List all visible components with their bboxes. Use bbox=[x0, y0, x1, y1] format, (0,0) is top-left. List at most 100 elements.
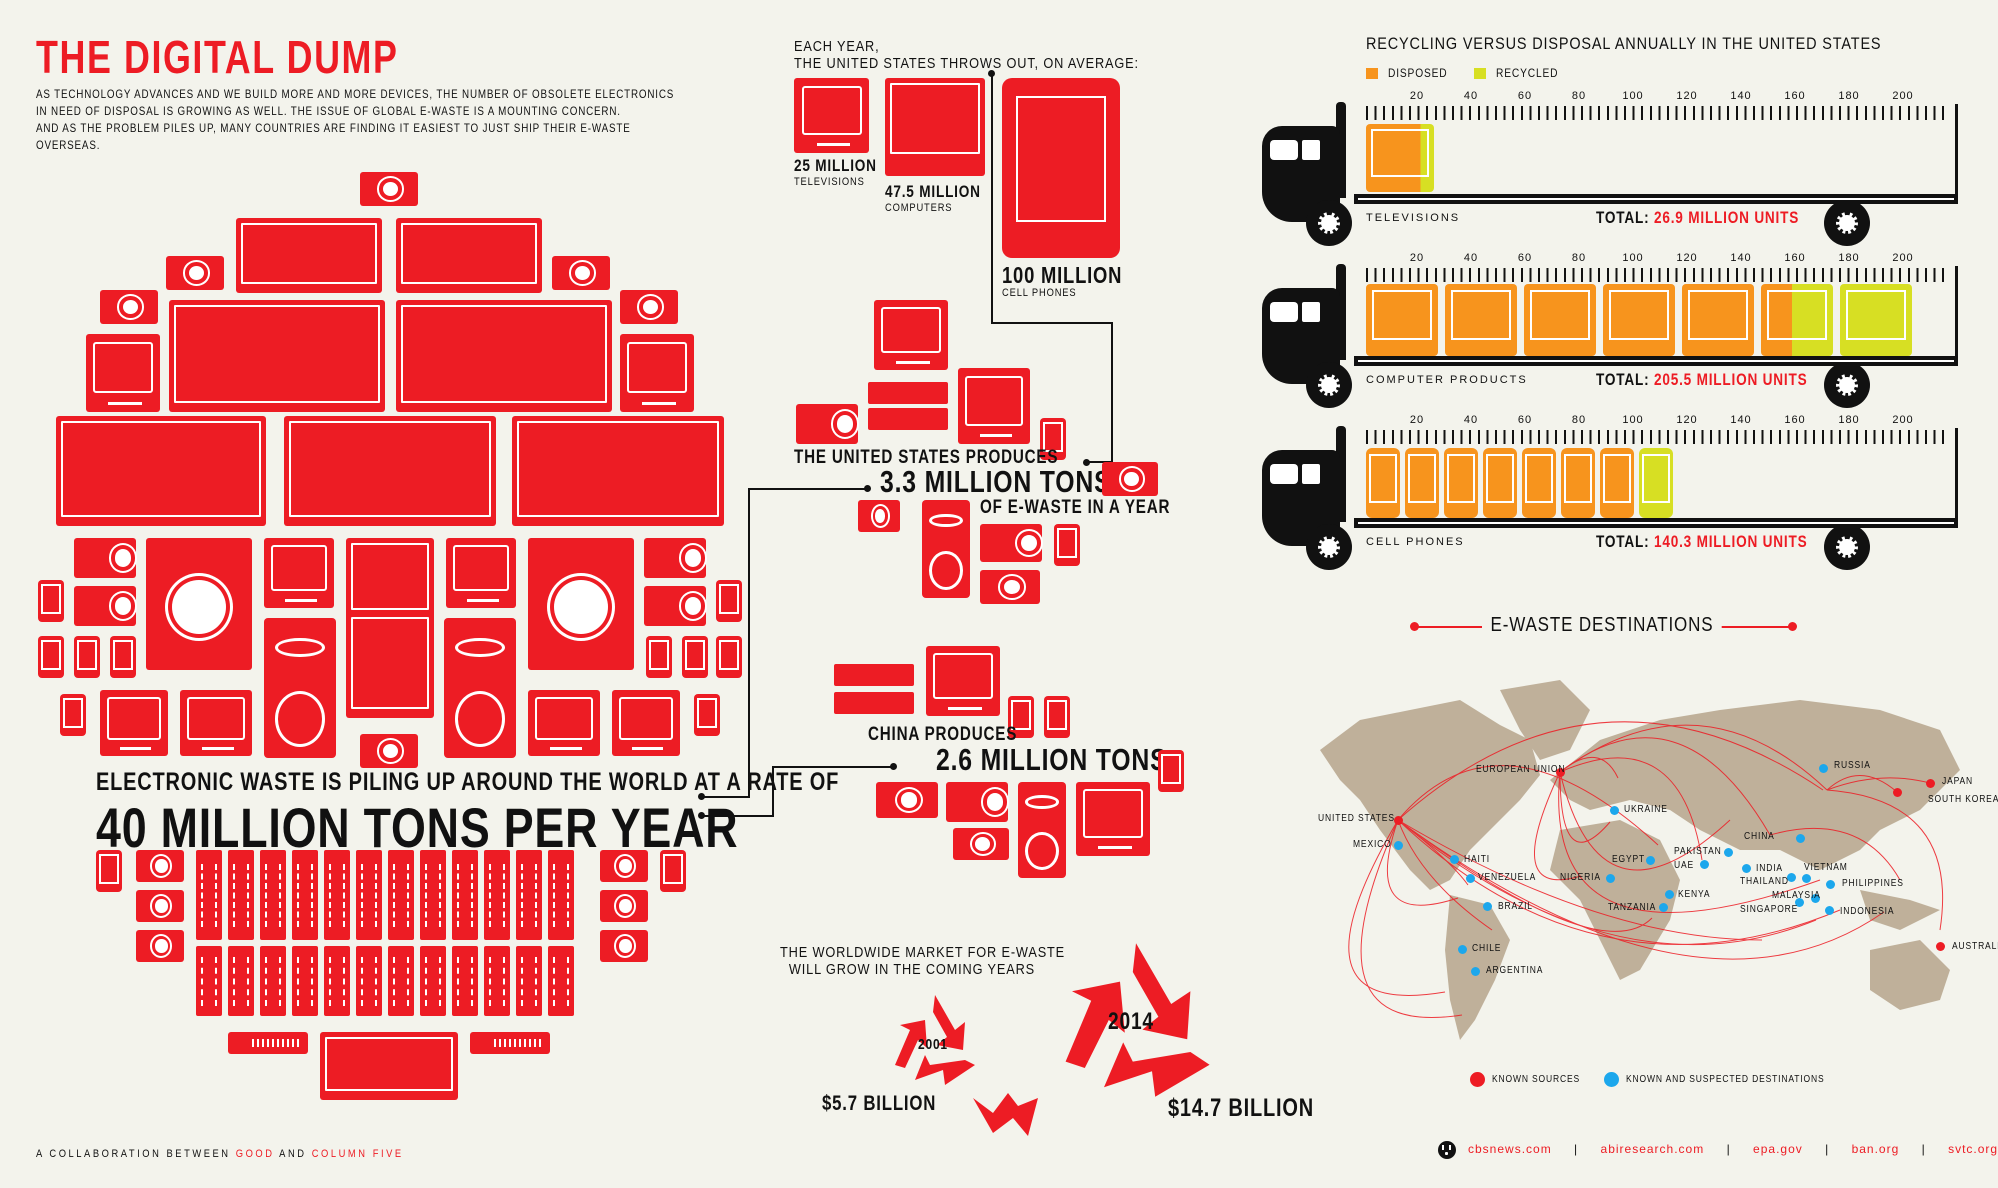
label-kenya: KENYA bbox=[1678, 889, 1711, 900]
truck-televisions: 20 40 60 80 100 120 140 160 180 200 TELEVISIONS T… bbox=[1258, 88, 1958, 248]
server-rack-icon bbox=[484, 946, 510, 1016]
speaker-icon bbox=[444, 618, 516, 758]
marker-philippines bbox=[1826, 880, 1835, 889]
radio-icon bbox=[644, 586, 708, 626]
camera-icon bbox=[360, 734, 418, 768]
camera-icon bbox=[136, 850, 184, 882]
camera-icon bbox=[980, 570, 1040, 604]
market-heading: THE WORLDWIDE MARKET FOR E-WASTE WILL GR… bbox=[780, 944, 1066, 978]
cell-phone-icon bbox=[38, 636, 64, 678]
heading-line: THE WORLDWIDE MARKET FOR E-WASTE bbox=[780, 944, 1066, 961]
separator: | bbox=[1574, 1142, 1579, 1156]
source-link[interactable]: abiresearch.com bbox=[1600, 1142, 1705, 1156]
source-link[interactable]: epa.gov bbox=[1753, 1142, 1803, 1156]
cell-phone-icon bbox=[1008, 696, 1034, 738]
market-value-2014: $14.7 BILLION bbox=[1168, 1094, 1314, 1122]
connector-line bbox=[1088, 461, 1112, 463]
world-rate-stat: 40 MILLION TONS PER YEAR bbox=[96, 796, 739, 859]
marker-thailand bbox=[1787, 873, 1796, 882]
server-rack-icon bbox=[420, 850, 446, 940]
server-rack-icon bbox=[260, 946, 286, 1016]
cell-phone-icon bbox=[1054, 524, 1080, 566]
server-rack-icon bbox=[516, 946, 542, 1016]
refrigerator-icon bbox=[346, 538, 434, 718]
wheel-icon bbox=[1306, 362, 1352, 408]
speaker-icon bbox=[1018, 782, 1066, 878]
monitor-icon bbox=[236, 218, 382, 293]
stat-value: 25 MILLION bbox=[794, 156, 877, 175]
total-label: TOTAL: 140.3 MILLION UNITS bbox=[1596, 532, 1808, 551]
credit-good-link[interactable]: GOOD bbox=[235, 1148, 275, 1160]
source-links: cbsnews.com | abiresearch.com | epa.gov … bbox=[1468, 1142, 1998, 1156]
label-pakistan: PAKISTAN bbox=[1674, 846, 1722, 857]
phone-cargo bbox=[1366, 448, 1400, 518]
camera-icon bbox=[858, 500, 900, 532]
stereo-icon bbox=[868, 408, 948, 430]
monitor-icon bbox=[396, 300, 612, 412]
television-icon bbox=[612, 690, 680, 756]
radio-icon bbox=[946, 782, 1010, 822]
marker-tanzania bbox=[1659, 903, 1668, 912]
camera-icon bbox=[600, 930, 648, 962]
rule-dot bbox=[1410, 622, 1419, 631]
server-rack-icon bbox=[452, 946, 478, 1016]
server-rack-icon bbox=[356, 946, 382, 1016]
phone-cargo bbox=[1561, 448, 1595, 518]
marker-argentina bbox=[1471, 967, 1480, 976]
air-conditioner-icon bbox=[320, 1032, 458, 1100]
connector-dot bbox=[698, 812, 705, 819]
server-rack-icon bbox=[516, 850, 542, 940]
television-icon bbox=[264, 538, 334, 608]
camera-icon bbox=[552, 256, 610, 290]
separator: | bbox=[1825, 1142, 1830, 1156]
source-link[interactable]: svtc.org bbox=[1948, 1142, 1998, 1156]
stat-value: 100 MILLION bbox=[1002, 262, 1123, 288]
label-singapore: SINGAPORE bbox=[1740, 904, 1799, 915]
radio-icon bbox=[74, 586, 138, 626]
label-ukraine: UKRAINE bbox=[1624, 804, 1668, 815]
television-icon bbox=[446, 538, 516, 608]
label-tanzania: TANZANIA bbox=[1608, 902, 1657, 913]
source-link[interactable]: ban.org bbox=[1851, 1142, 1900, 1156]
us-produces-line1: THE UNITED STATES PRODUCES bbox=[794, 447, 1059, 468]
label-venezuela: VENEZUELA bbox=[1478, 872, 1537, 883]
camera-icon bbox=[100, 290, 158, 324]
marker-japan bbox=[1926, 779, 1935, 788]
us-throws-heading: EACH YEAR, THE UNITED STATES THROWS OUT,… bbox=[794, 38, 1139, 72]
device-pile bbox=[0, 160, 760, 1120]
cell-phone-icon bbox=[60, 694, 86, 736]
connector-line bbox=[748, 488, 750, 798]
credit-column-five-link[interactable]: COLUMN FIVE bbox=[311, 1148, 404, 1160]
radio-icon bbox=[644, 538, 708, 578]
connector-line bbox=[991, 73, 993, 323]
total-label: TOTAL: 205.5 MILLION UNITS bbox=[1596, 370, 1808, 389]
stat-label: COMPUTERS bbox=[885, 202, 953, 214]
marker-venezuela bbox=[1466, 874, 1475, 883]
marker-brazil bbox=[1483, 902, 1492, 911]
washing-machine-icon bbox=[528, 538, 634, 670]
recycle-arrow-icon bbox=[973, 1093, 1038, 1136]
monitor-icon bbox=[169, 300, 385, 412]
cell-phone-icon bbox=[96, 850, 122, 892]
marker-egypt bbox=[1646, 856, 1655, 865]
source-link[interactable]: cbsnews.com bbox=[1468, 1142, 1552, 1156]
outlet-icon bbox=[1438, 1141, 1456, 1159]
label-egypt: EGYPT bbox=[1612, 854, 1646, 865]
label-australia: AUSTRALIA bbox=[1952, 941, 1998, 952]
market-value-2001: $5.7 BILLION bbox=[822, 1092, 937, 1115]
recycled-swatch bbox=[1474, 68, 1486, 79]
intro-line: AND AS THE PROBLEM PILES UP, MANY COUNTR… bbox=[36, 121, 631, 152]
computer-cargo bbox=[1603, 284, 1675, 356]
server-rack-icon bbox=[356, 850, 382, 940]
connector-dot bbox=[864, 485, 871, 492]
flat-tv-icon bbox=[56, 416, 266, 526]
camera-icon bbox=[360, 172, 418, 206]
server-rack-icon bbox=[228, 850, 254, 940]
marker-mexico bbox=[1394, 841, 1403, 850]
marker-chile bbox=[1458, 945, 1467, 954]
radio-icon bbox=[980, 524, 1044, 562]
label-vietnam: VIETNAM bbox=[1804, 862, 1848, 873]
television-icon bbox=[1076, 782, 1150, 856]
recycle-icon-small bbox=[895, 995, 975, 1085]
china-produces-value: 2.6 MILLION TONS bbox=[936, 742, 1168, 777]
